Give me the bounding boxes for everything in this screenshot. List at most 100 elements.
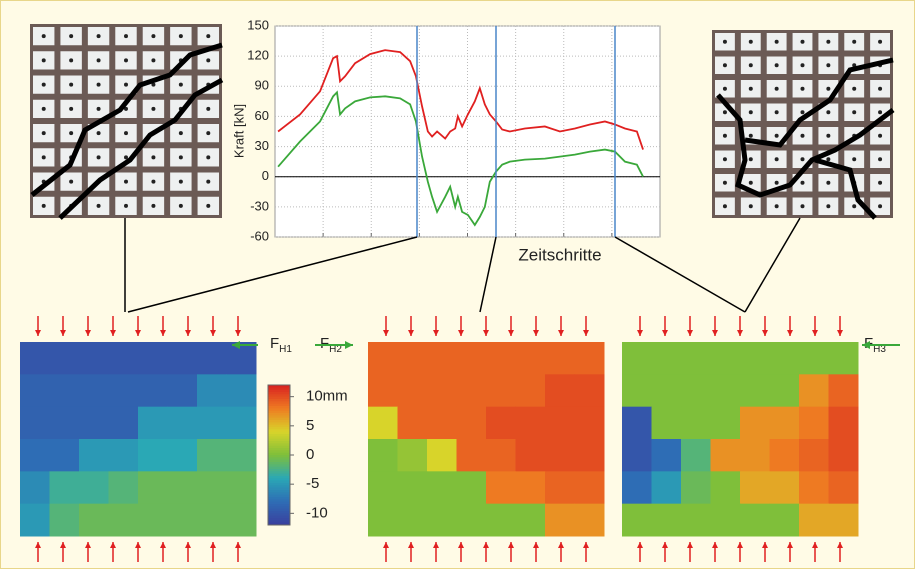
heatmap-cell bbox=[710, 342, 741, 375]
tile-dot bbox=[878, 157, 883, 162]
heatmap-cell bbox=[226, 471, 257, 505]
tile-dot bbox=[878, 204, 883, 209]
tile-dot bbox=[748, 133, 753, 138]
force-label: FH1 bbox=[270, 335, 292, 355]
colorbar-segment bbox=[268, 522, 290, 526]
colorbar-segment bbox=[268, 394, 290, 398]
tile-dot bbox=[124, 179, 128, 184]
y-tick-label: 120 bbox=[247, 48, 269, 63]
load-arrowhead bbox=[787, 542, 793, 548]
load-arrowhead bbox=[235, 542, 241, 548]
tile-dot bbox=[206, 155, 211, 160]
heatmap-cell bbox=[20, 503, 50, 537]
load-arrowhead bbox=[837, 542, 843, 548]
colorbar-segment bbox=[268, 494, 290, 498]
heatmap-cell bbox=[769, 439, 800, 472]
heatmap-cell bbox=[108, 471, 139, 505]
colorbar-segment bbox=[268, 389, 290, 393]
tile-dot bbox=[151, 58, 156, 63]
tile-dot bbox=[748, 39, 753, 44]
colorbar-segment bbox=[268, 478, 290, 482]
heatmap-cell bbox=[710, 406, 741, 440]
heatmap-cell bbox=[20, 342, 50, 375]
load-arrowhead bbox=[433, 330, 439, 336]
heatmap-cell bbox=[740, 374, 770, 408]
heatmap-cell bbox=[828, 471, 859, 505]
heatmap-cell bbox=[545, 439, 575, 472]
tile-dot bbox=[826, 63, 831, 68]
heatmap-cell bbox=[651, 439, 682, 472]
colorbar-segment bbox=[268, 401, 290, 405]
heatmap-cell bbox=[79, 374, 109, 408]
heatmap-cell bbox=[486, 406, 516, 440]
force-subscript: H3 bbox=[873, 344, 886, 355]
tile-dot bbox=[124, 34, 128, 39]
colorbar-segment bbox=[268, 438, 290, 442]
colorbar-segment bbox=[268, 476, 290, 479]
colorbar-segment bbox=[268, 462, 290, 465]
tile-dot bbox=[206, 203, 211, 208]
heatmap-cell bbox=[138, 471, 168, 505]
load-arrowhead bbox=[533, 542, 539, 548]
heatmap-cell bbox=[197, 503, 227, 537]
load-arrowhead bbox=[787, 330, 793, 336]
heatmap-cell bbox=[427, 503, 457, 537]
tile-dot bbox=[826, 157, 831, 162]
load-arrowhead bbox=[60, 542, 66, 548]
tile-dot bbox=[178, 34, 183, 39]
load-arrowhead bbox=[433, 542, 439, 548]
colorbar-segment bbox=[268, 497, 290, 500]
heatmap-cell bbox=[427, 406, 457, 440]
heatmap-cell bbox=[456, 342, 487, 375]
colorbar-segment bbox=[268, 396, 290, 400]
load-arrowhead bbox=[483, 542, 489, 548]
heatmap-cell bbox=[167, 342, 198, 375]
tile-dot bbox=[41, 131, 46, 136]
y-tick-label: 150 bbox=[247, 17, 269, 32]
heatmap-cell bbox=[515, 439, 546, 472]
heatmap-cell bbox=[574, 471, 605, 505]
force-symbol: F bbox=[320, 335, 329, 352]
heatmap-cell bbox=[740, 439, 770, 472]
load-arrowhead bbox=[185, 542, 191, 548]
colorbar-segment bbox=[268, 434, 290, 437]
colorbar-segment bbox=[268, 487, 290, 491]
colorbar-segment bbox=[268, 490, 290, 493]
colorbar-segment bbox=[268, 508, 290, 512]
colorbar-segment bbox=[268, 499, 290, 503]
x-axis-label: Zeitschritte bbox=[518, 245, 601, 264]
heatmap-cell bbox=[368, 503, 398, 537]
tile-dot bbox=[41, 82, 46, 87]
tile-dot bbox=[124, 58, 128, 63]
colorbar-segment bbox=[268, 459, 290, 463]
y-tick-label: 30 bbox=[255, 138, 269, 153]
tile-dot bbox=[96, 58, 101, 63]
heatmap-cell bbox=[740, 503, 770, 537]
colorbar-segment bbox=[268, 408, 290, 412]
tile-dot bbox=[774, 39, 779, 44]
heatmap-cell bbox=[740, 406, 770, 440]
colorbar-segment bbox=[268, 492, 290, 496]
load-arrowhead bbox=[508, 330, 514, 336]
tile-dot bbox=[800, 39, 805, 44]
tile-dot bbox=[124, 106, 128, 111]
heatmap-cell bbox=[486, 503, 516, 537]
colorbar-segment bbox=[268, 511, 290, 514]
tile-dot bbox=[878, 133, 883, 138]
heatmap-cell bbox=[515, 471, 546, 505]
tile-dot bbox=[774, 63, 779, 68]
heatmap-cell bbox=[545, 503, 575, 537]
heatmap-cell bbox=[368, 342, 398, 375]
force-arrowhead bbox=[862, 341, 870, 349]
load-arrowhead bbox=[60, 330, 66, 336]
heatmap-cell bbox=[574, 406, 605, 440]
load-arrowhead bbox=[210, 330, 216, 336]
heatmap-cell bbox=[456, 374, 487, 408]
colorbar-tick-label: 10mm bbox=[306, 388, 348, 405]
heatmap-cell bbox=[108, 503, 139, 537]
tile-dot bbox=[800, 204, 805, 209]
heatmap-cell bbox=[397, 439, 428, 472]
tile-dot bbox=[878, 180, 883, 185]
heatmap-cell bbox=[622, 342, 652, 375]
